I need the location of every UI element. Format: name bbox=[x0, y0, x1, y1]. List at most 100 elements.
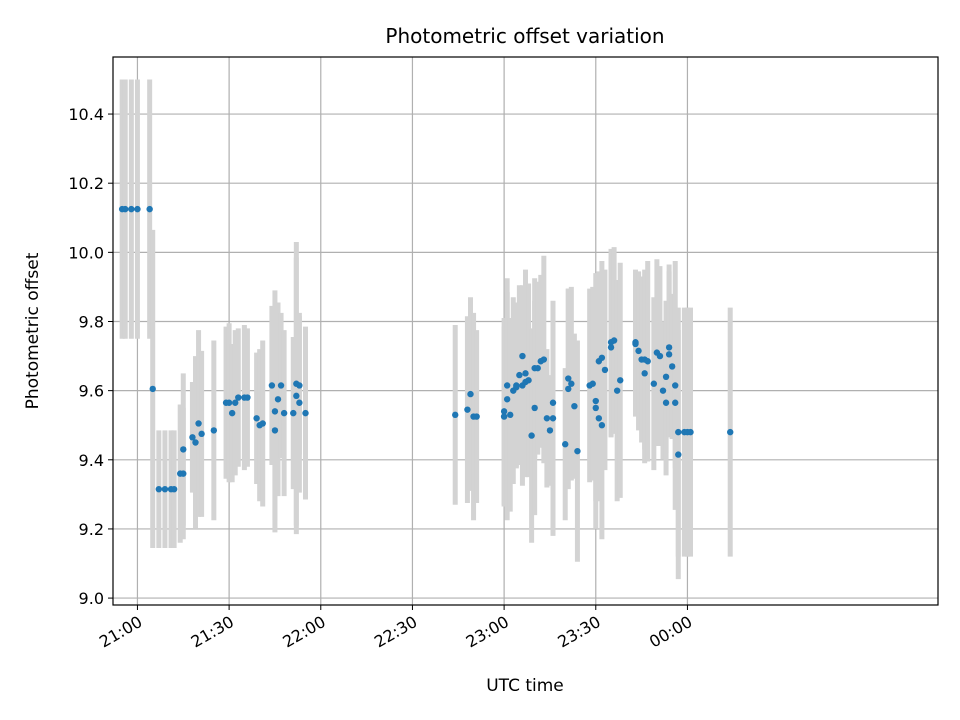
data-point bbox=[543, 415, 551, 422]
data-point bbox=[540, 356, 548, 363]
data-point bbox=[549, 399, 557, 406]
data-point bbox=[134, 205, 141, 213]
x-tick-label: 21:00 bbox=[96, 612, 145, 652]
data-point bbox=[244, 394, 251, 401]
data-point bbox=[192, 439, 199, 446]
data-point bbox=[665, 344, 673, 351]
data-point bbox=[146, 205, 153, 213]
data-point bbox=[522, 370, 529, 377]
data-point bbox=[464, 406, 471, 413]
x-tick-label: 23:00 bbox=[463, 612, 512, 652]
data-point bbox=[467, 390, 474, 398]
data-point bbox=[503, 382, 511, 389]
data-point bbox=[507, 411, 514, 419]
data-point bbox=[280, 409, 288, 417]
y-tick-label: 10.2 bbox=[68, 174, 104, 193]
data-point bbox=[161, 485, 169, 493]
data-point bbox=[268, 382, 276, 389]
data-points bbox=[118, 205, 734, 493]
data-point bbox=[293, 392, 300, 400]
data-point bbox=[617, 377, 624, 384]
data-point bbox=[659, 387, 667, 394]
chart-title: Photometric offset variation bbox=[385, 24, 664, 48]
data-point bbox=[519, 352, 526, 360]
data-point bbox=[607, 344, 615, 351]
x-tick-label: 00:00 bbox=[646, 612, 695, 652]
data-point bbox=[290, 409, 297, 417]
data-point bbox=[195, 420, 202, 427]
data-point bbox=[727, 428, 734, 436]
data-point bbox=[210, 427, 218, 434]
data-point bbox=[613, 387, 621, 394]
y-tick-label: 10.4 bbox=[68, 105, 104, 124]
data-point bbox=[528, 432, 535, 439]
data-point bbox=[598, 354, 606, 361]
data-point bbox=[687, 428, 694, 436]
data-point bbox=[271, 408, 279, 415]
data-point bbox=[565, 375, 572, 382]
data-point bbox=[650, 380, 658, 387]
data-point bbox=[672, 382, 679, 389]
data-point bbox=[656, 352, 664, 360]
data-point bbox=[128, 205, 135, 213]
data-point bbox=[296, 382, 303, 389]
data-point bbox=[672, 399, 679, 406]
x-tick-label: 23:30 bbox=[554, 612, 603, 652]
data-point bbox=[534, 364, 541, 372]
data-point bbox=[189, 434, 196, 441]
data-point bbox=[302, 409, 309, 417]
data-point bbox=[592, 404, 599, 412]
x-tick-label: 22:30 bbox=[371, 612, 420, 652]
data-point bbox=[531, 404, 538, 412]
data-point bbox=[598, 422, 606, 429]
error-bars bbox=[119, 79, 733, 580]
data-point bbox=[271, 427, 279, 434]
data-point bbox=[277, 382, 285, 389]
y-tick-label: 9.4 bbox=[79, 451, 104, 470]
data-point bbox=[662, 399, 670, 406]
y-axis-label: Photometric offset bbox=[23, 252, 43, 409]
data-point bbox=[595, 415, 603, 422]
data-point bbox=[180, 446, 187, 453]
data-point bbox=[668, 363, 676, 370]
data-point bbox=[122, 205, 129, 213]
data-point bbox=[155, 485, 163, 493]
x-tick-label: 22:00 bbox=[279, 612, 328, 652]
data-point bbox=[571, 402, 578, 410]
data-point bbox=[500, 413, 508, 420]
data-point bbox=[641, 370, 648, 377]
y-tick-label: 9.2 bbox=[79, 520, 104, 539]
data-point bbox=[662, 373, 670, 381]
data-point bbox=[253, 415, 260, 422]
data-point bbox=[565, 385, 572, 393]
data-point bbox=[589, 380, 596, 387]
data-point bbox=[562, 441, 569, 448]
y-tick-label: 9.6 bbox=[79, 382, 104, 401]
data-point bbox=[274, 396, 282, 403]
data-point bbox=[644, 358, 651, 365]
data-point bbox=[546, 427, 554, 434]
data-point bbox=[635, 347, 642, 355]
data-point bbox=[170, 485, 178, 493]
data-point bbox=[452, 411, 459, 419]
data-point bbox=[296, 399, 303, 406]
data-point bbox=[225, 399, 233, 406]
y-tick-label: 9.8 bbox=[79, 312, 104, 331]
x-axis-label: UTC time bbox=[486, 676, 564, 696]
data-point bbox=[503, 396, 511, 403]
data-point bbox=[549, 415, 557, 422]
data-point bbox=[228, 409, 236, 417]
data-point bbox=[516, 371, 523, 379]
data-point bbox=[601, 366, 609, 374]
data-point bbox=[500, 408, 508, 415]
data-point bbox=[180, 470, 187, 477]
data-point bbox=[149, 385, 156, 393]
data-point bbox=[675, 451, 682, 458]
data-point bbox=[525, 377, 532, 384]
x-tick-label: 21:30 bbox=[188, 612, 237, 652]
y-tick-label: 9.0 bbox=[79, 589, 104, 608]
data-point bbox=[259, 420, 266, 427]
data-point bbox=[610, 337, 618, 344]
data-point bbox=[232, 399, 239, 406]
